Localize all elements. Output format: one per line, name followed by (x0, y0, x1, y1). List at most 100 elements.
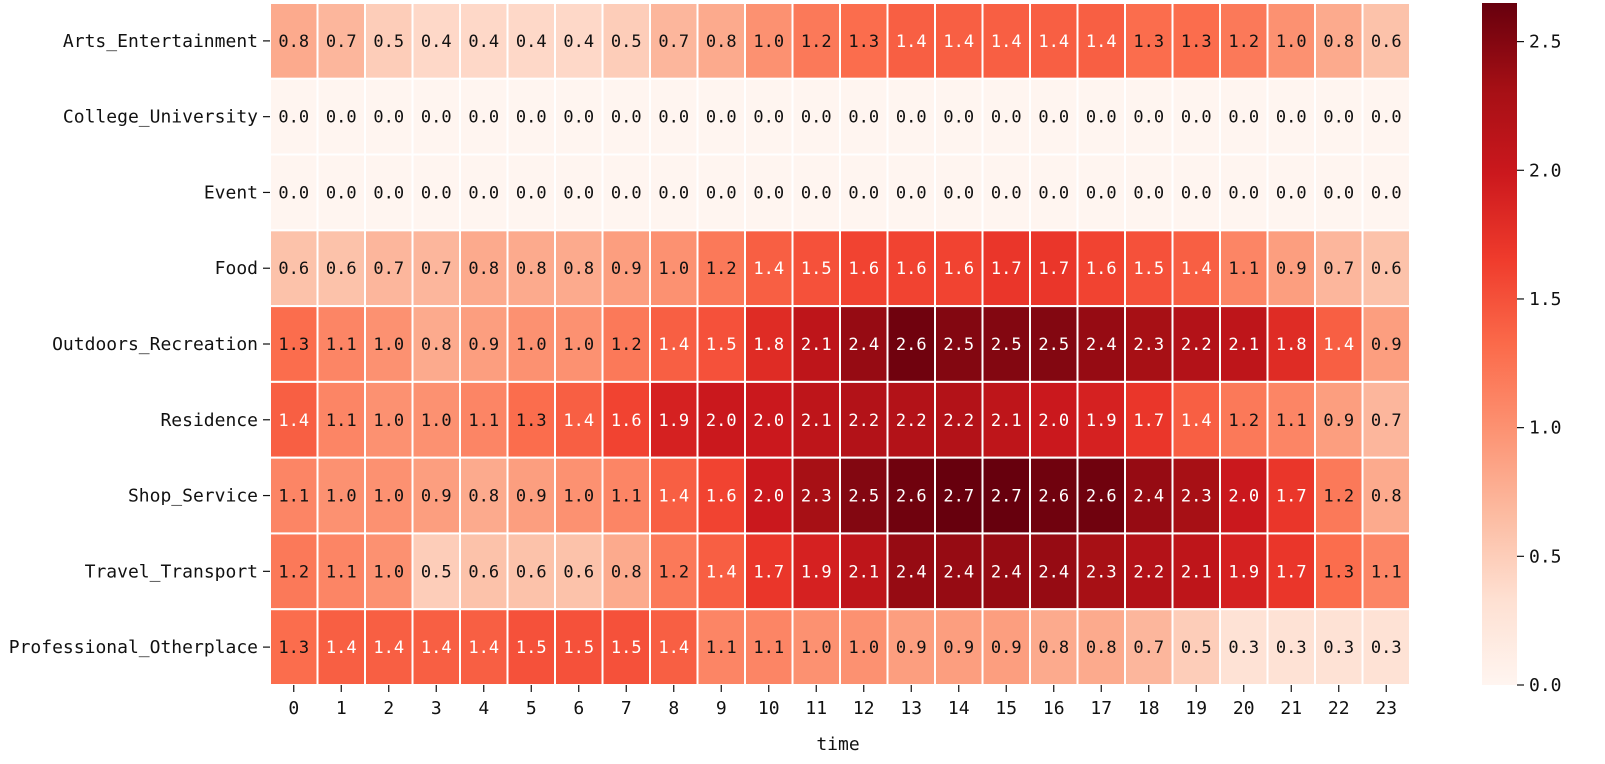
heatmap-cell (1124, 532, 1174, 611)
y-tick-label: Residence (160, 410, 258, 431)
cell-value-label: 1.4 (326, 638, 357, 658)
cell-value-label: 2.4 (991, 562, 1022, 582)
heatmap-cell (1266, 380, 1316, 459)
cell-value-label: 1.4 (1038, 32, 1069, 52)
cell-value-label: 1.7 (1276, 562, 1307, 582)
cell-value-label: 1.4 (896, 32, 927, 52)
heatmap-cell (269, 380, 319, 459)
colorbar-tick-label: 0.0 (1529, 675, 1562, 696)
colorbar-tick-label: 1.5 (1529, 289, 1562, 310)
cell-value-label: 0.0 (658, 108, 689, 128)
cell-value-label: 0.0 (1228, 108, 1259, 128)
heatmap-cell (364, 229, 414, 308)
cell-value-label: 2.6 (1038, 487, 1069, 507)
cell-value-label: 2.2 (943, 411, 974, 431)
cell-value-label: 1.4 (943, 32, 974, 52)
heatmap-cell (411, 608, 461, 687)
heatmap-cell (411, 456, 461, 535)
cell-value-label: 2.1 (1228, 335, 1259, 355)
heatmap-cell (316, 153, 366, 232)
cell-value-label: 0.9 (468, 335, 499, 355)
cell-value-label: 1.4 (991, 32, 1022, 52)
cell-value-label: 0.0 (1133, 108, 1164, 128)
heatmap-cell (886, 380, 936, 459)
heatmap-cell (1361, 456, 1411, 535)
heatmap-cells: 0.8 0.7 0.5 0.4 0.4 0.4 0.4 0.5 0.7 0.8 1.0 1.2 1.3 1… (269, 2, 1411, 687)
heatmap-cell (1314, 77, 1364, 156)
heatmap-cell (981, 153, 1031, 232)
heatmap-cell (981, 305, 1031, 383)
heatmap-cell (1266, 77, 1316, 156)
cell-value-label: 1.7 (1133, 411, 1164, 431)
cell-value-label: 0.0 (1181, 183, 1212, 203)
cell-value-label: 1.0 (563, 335, 594, 355)
cell-value-label: 0.0 (991, 183, 1022, 203)
cell-value-label: 1.6 (1086, 259, 1117, 279)
heatmap-cell (506, 229, 556, 308)
cell-value-label: 0.9 (611, 259, 642, 279)
cell-value-label: 1.4 (1323, 335, 1354, 355)
heatmap-cell (1124, 608, 1174, 687)
heatmap-cell (601, 532, 651, 611)
cell-value-label: 0.3 (1371, 638, 1402, 658)
cell-value-label: 0.6 (468, 562, 499, 582)
cell-value-label: 0.0 (753, 183, 784, 203)
cell-value-label: 2.2 (848, 411, 879, 431)
x-tick-label: 9 (716, 698, 727, 719)
cell-value-label: 2.4 (1086, 335, 1117, 355)
heatmap-cell (554, 153, 604, 232)
cell-value-label: 2.6 (896, 487, 927, 507)
cell-value-label: 0.6 (1371, 32, 1402, 52)
cell-value-label: 0.0 (706, 183, 737, 203)
cell-value-label: 1.6 (896, 259, 927, 279)
x-tick-label: 2 (383, 698, 394, 719)
cell-value-label: 1.3 (278, 335, 309, 355)
heatmap-cell (459, 532, 509, 611)
cell-value-label: 1.6 (943, 259, 974, 279)
heatmap-cell (886, 608, 936, 687)
cell-value-label: 1.7 (991, 259, 1022, 279)
cell-value-label: 2.2 (1133, 562, 1164, 582)
heatmap-cell (554, 305, 604, 383)
cell-value-label: 0.0 (468, 108, 499, 128)
heatmap-cell (601, 153, 651, 232)
heatmap-cell (886, 305, 936, 383)
cell-value-label: 1.2 (1228, 32, 1259, 52)
colorbar-tick-label: 2.0 (1529, 160, 1562, 181)
cell-value-label: 0.0 (1133, 183, 1164, 203)
cell-value-label: 2.4 (848, 335, 879, 355)
cell-value-label: 0.5 (421, 562, 452, 582)
heatmap-cell (744, 532, 794, 611)
cell-value-label: 0.0 (896, 183, 927, 203)
heatmap-cell (886, 2, 936, 80)
heatmap-cell (981, 456, 1031, 535)
x-tick-label: 4 (478, 698, 489, 719)
cell-value-label: 0.6 (1371, 259, 1402, 279)
cell-value-label: 2.7 (943, 487, 974, 507)
cell-value-label: 0.9 (896, 638, 927, 658)
cell-value-label: 1.2 (1323, 487, 1354, 507)
heatmap-cell (1361, 305, 1411, 383)
cell-value-label: 1.2 (658, 562, 689, 582)
x-tick-label: 1 (336, 698, 347, 719)
heatmap-cell (1314, 380, 1364, 459)
cell-value-label: 0.6 (516, 562, 547, 582)
y-tick-label: Professional_Otherplace (9, 637, 258, 658)
cell-value-label: 0.8 (563, 259, 594, 279)
cell-value-label: 1.0 (563, 487, 594, 507)
cell-value-label: 1.4 (658, 487, 689, 507)
cell-value-label: 2.1 (991, 411, 1022, 431)
cell-value-label: 2.7 (991, 487, 1022, 507)
cell-value-label: 0.0 (1086, 108, 1117, 128)
cell-value-label: 0.0 (991, 108, 1022, 128)
cell-value-label: 0.9 (1371, 335, 1402, 355)
cell-value-label: 0.3 (1276, 638, 1307, 658)
cell-value-label: 0.0 (943, 108, 974, 128)
heatmap-cell (364, 608, 414, 687)
cell-value-label: 1.8 (753, 335, 784, 355)
cell-value-label: 1.0 (373, 411, 404, 431)
cell-value-label: 1.6 (706, 487, 737, 507)
heatmap-cell (459, 229, 509, 308)
cell-value-label: 0.9 (1323, 411, 1354, 431)
cell-value-label: 1.9 (801, 562, 832, 582)
